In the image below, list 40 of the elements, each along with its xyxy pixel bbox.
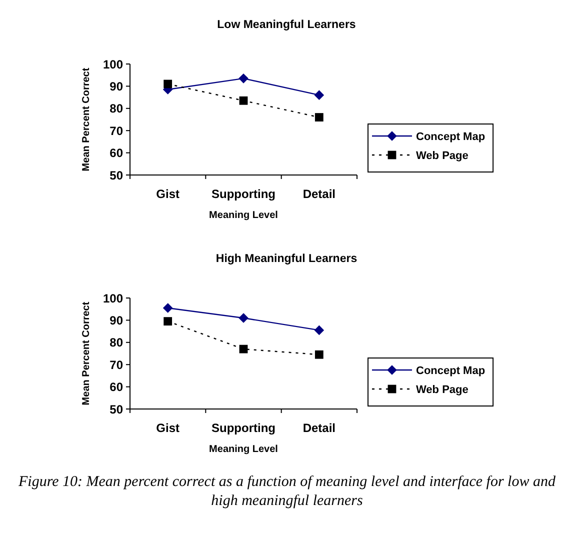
point: [238, 313, 248, 323]
point: [314, 90, 324, 100]
y-tick-label: 100: [102, 57, 124, 72]
point: [163, 303, 173, 313]
caption: Figure 10: Mean percent correct as a function of meaning level and interface for low and high meaningful learners: [18, 474, 556, 509]
legend-label: Concept Map: [416, 364, 486, 377]
point: [239, 344, 248, 354]
y-tick-label: 100: [102, 291, 124, 306]
y-tick-label: 80: [110, 336, 124, 350]
point: [314, 325, 324, 335]
legend-label: Web Page: [416, 384, 468, 396]
y-tick-label: 90: [110, 314, 124, 328]
x-axis-title: Meaning Level: [209, 444, 278, 455]
y-tick-label: 60: [110, 146, 124, 160]
legend-label: Concept Map: [416, 130, 486, 143]
x-tick-label: Gist: [156, 187, 180, 201]
chart-title: High Meaningful Learners: [216, 253, 358, 265]
y-tick-label: 70: [110, 124, 124, 138]
y-tick-label: 50: [110, 402, 124, 416]
point: [238, 74, 248, 84]
x-tick-label: Supporting: [212, 187, 276, 201]
y-tick-label: 50: [110, 168, 124, 182]
y-axis-title: Mean Percent Correct: [81, 301, 92, 406]
y-tick-label: 80: [110, 102, 124, 116]
x-tick-label: Supporting: [212, 421, 276, 435]
chart-title: Low Meaningful Learners: [217, 19, 356, 31]
y-tick-label: 90: [110, 80, 124, 94]
y-tick-label: 60: [110, 380, 124, 394]
point: [314, 350, 324, 359]
y-tick-label: 70: [110, 358, 124, 372]
x-axis-title: Meaning Level: [209, 210, 278, 221]
point: [314, 113, 324, 122]
point: [164, 80, 172, 88]
y-axis-title: Mean Percent Correct: [81, 67, 92, 172]
point: [239, 96, 248, 105]
legend-label: Web Page: [416, 150, 468, 162]
point: [164, 317, 172, 326]
x-tick-label: Detail: [302, 187, 336, 201]
x-tick-label: Detail: [302, 421, 336, 435]
x-tick-label: Gist: [156, 421, 180, 435]
